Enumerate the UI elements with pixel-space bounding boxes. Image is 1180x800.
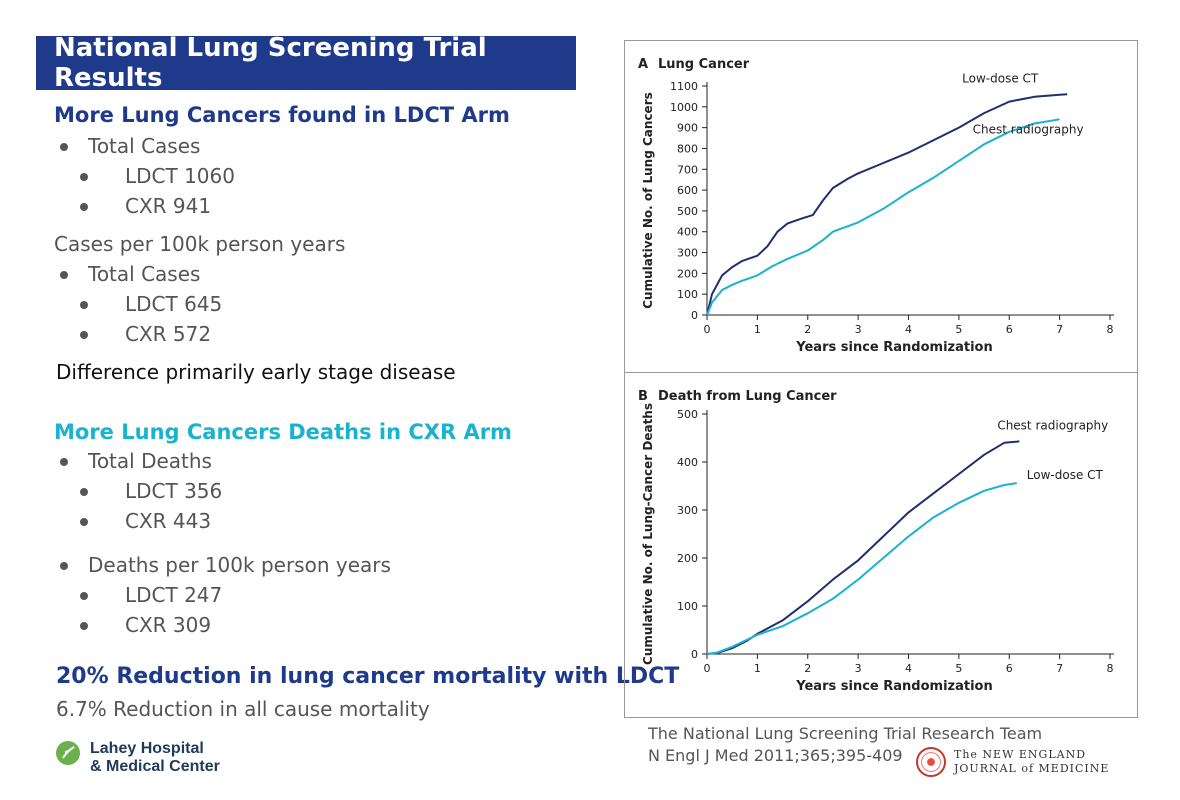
x-tick-label: 8 bbox=[1107, 323, 1114, 336]
x-tick-label: 7 bbox=[1056, 323, 1063, 336]
bullet-icon bbox=[80, 518, 88, 526]
rate-deaths-ldct: LDCT 247 bbox=[125, 583, 223, 607]
chart-title: Death from Lung Cancer bbox=[658, 389, 837, 404]
panel-letter: B bbox=[638, 389, 648, 404]
y-tick-label: 1000 bbox=[670, 101, 698, 114]
x-tick-label: 2 bbox=[804, 323, 811, 336]
bullet-icon bbox=[60, 562, 68, 570]
total-deaths-cxr: CXR 443 bbox=[125, 509, 212, 533]
chart-title: Lung Cancer bbox=[658, 57, 750, 72]
x-tick-label: 6 bbox=[1006, 662, 1013, 675]
bullet-icon bbox=[80, 488, 88, 496]
y-tick-label: 1100 bbox=[670, 80, 698, 93]
bullet-icon bbox=[80, 592, 88, 600]
panel-letter: A bbox=[638, 57, 648, 72]
y-tick-label: 300 bbox=[677, 247, 698, 260]
citation-journal: N Engl J Med 2011;365;395-409 bbox=[648, 746, 903, 765]
rate-deaths-cxr: CXR 309 bbox=[125, 613, 212, 637]
x-tick-label: 1 bbox=[754, 323, 761, 336]
x-tick-label: 1 bbox=[754, 662, 761, 675]
y-tick-label: 0 bbox=[691, 309, 698, 322]
x-axis-label: Years since Randomization bbox=[795, 679, 992, 694]
series-label: Low-dose CT bbox=[1027, 468, 1104, 482]
chart-lung-cancer-deaths: B Death from Lung Cancer 0 100 200 300 400 500 0… bbox=[638, 389, 1114, 694]
y-tick-label: 200 bbox=[677, 267, 698, 280]
y-tick-label: 900 bbox=[677, 122, 698, 135]
total-deaths-label: Total Deaths bbox=[88, 449, 212, 473]
bullet-icon bbox=[80, 331, 88, 339]
logo-line2: & Medical Center bbox=[90, 758, 220, 775]
bullet-icon bbox=[80, 301, 88, 309]
nejm-seal-icon bbox=[916, 747, 946, 777]
bullet-icon bbox=[80, 173, 88, 181]
left-panel: More Lung Cancers found in LDCT Arm Tota… bbox=[54, 103, 679, 776]
series-label: Chest radiography bbox=[973, 122, 1084, 136]
total-cases-label: Total Cases bbox=[88, 134, 201, 158]
y-axis-label: Cumulative No. of Lung-Cancer Deaths bbox=[641, 403, 655, 665]
x-axis-label: Years since Randomization bbox=[795, 340, 992, 355]
total-cases-cxr: CXR 941 bbox=[125, 194, 212, 218]
y-tick-label: 700 bbox=[677, 163, 698, 176]
logo-line1: Lahey Hospital bbox=[90, 740, 204, 757]
lahey-logo-text: Lahey Hospital & Medical Center bbox=[90, 740, 220, 776]
conclusion-heading: 20% Reduction in lung cancer mortality w… bbox=[56, 664, 680, 689]
y-tick-label: 500 bbox=[677, 408, 698, 421]
deaths-rate-label: Deaths per 100k person years bbox=[88, 553, 391, 577]
cases-rate-label: Cases per 100k person years bbox=[54, 232, 346, 256]
stage-note: Difference primarily early stage disease bbox=[56, 360, 456, 384]
conclusion-subtext: 6.7% Reduction in all cause mortality bbox=[56, 697, 430, 721]
rate-total-cases-label: Total Cases bbox=[88, 262, 201, 286]
bullet-icon bbox=[80, 622, 88, 630]
nejm-line2: JOURNAL of MEDICINE bbox=[954, 762, 1110, 775]
total-cases-ldct: LDCT 1060 bbox=[125, 164, 235, 188]
y-tick-label: 500 bbox=[677, 205, 698, 218]
y-tick-label: 800 bbox=[677, 142, 698, 155]
series-line-0 bbox=[706, 440, 1020, 655]
chart-lung-cancer: A Lung Cancer 0 100 200 300 400 500 600 700 800 900… bbox=[638, 57, 1114, 355]
y-tick-label: 400 bbox=[677, 226, 698, 239]
y-tick-label: 300 bbox=[677, 504, 698, 517]
y-axis-label: Cumulative No. of Lung Cancers bbox=[641, 92, 655, 309]
x-tick-label: 4 bbox=[905, 323, 912, 336]
x-tick-label: 7 bbox=[1056, 662, 1063, 675]
series-label: Chest radiography bbox=[997, 418, 1108, 432]
nejm-line1: The NEW ENGLAND bbox=[954, 748, 1087, 761]
y-tick-label: 400 bbox=[677, 456, 698, 469]
x-tick-label: 5 bbox=[955, 323, 962, 336]
x-tick-label: 4 bbox=[905, 662, 912, 675]
x-tick-label: 0 bbox=[704, 662, 711, 675]
x-tick-label: 0 bbox=[704, 323, 711, 336]
series-line-0 bbox=[706, 93, 1068, 316]
total-deaths-ldct: LDCT 356 bbox=[125, 479, 223, 503]
x-tick-label: 3 bbox=[855, 662, 862, 675]
x-tick-label: 6 bbox=[1006, 323, 1013, 336]
section1-heading: More Lung Cancers found in LDCT Arm bbox=[54, 103, 510, 127]
chart-frame bbox=[624, 40, 1138, 718]
nejm-logo: The NEW ENGLAND JOURNAL of MEDICINE bbox=[954, 748, 1109, 776]
page-title: National Lung Screening Trial Results bbox=[36, 33, 576, 93]
series-line-1 bbox=[706, 482, 1017, 655]
x-tick-label: 2 bbox=[804, 662, 811, 675]
bullet-icon bbox=[60, 458, 68, 466]
bullet-icon bbox=[80, 203, 88, 211]
y-tick-label: 100 bbox=[677, 288, 698, 301]
bullet-icon bbox=[60, 143, 68, 151]
y-tick-label: 0 bbox=[691, 648, 698, 661]
series-line-1 bbox=[706, 118, 1060, 316]
y-tick-label: 100 bbox=[677, 600, 698, 613]
section2-heading: More Lung Cancers Deaths in CXR Arm bbox=[54, 420, 512, 444]
y-tick-label: 200 bbox=[677, 552, 698, 565]
bullet-icon bbox=[60, 271, 68, 279]
x-tick-label: 8 bbox=[1107, 662, 1114, 675]
y-tick-label: 600 bbox=[677, 184, 698, 197]
lahey-logo-icon bbox=[56, 741, 80, 765]
citation-authors: The National Lung Screening Trial Resear… bbox=[648, 724, 1043, 743]
rate-cases-ldct: LDCT 645 bbox=[125, 292, 223, 316]
rate-cases-cxr: CXR 572 bbox=[125, 322, 212, 346]
x-tick-label: 5 bbox=[955, 662, 962, 675]
x-tick-label: 3 bbox=[855, 323, 862, 336]
series-label: Low-dose CT bbox=[962, 71, 1039, 85]
chart-divider bbox=[625, 372, 1137, 373]
